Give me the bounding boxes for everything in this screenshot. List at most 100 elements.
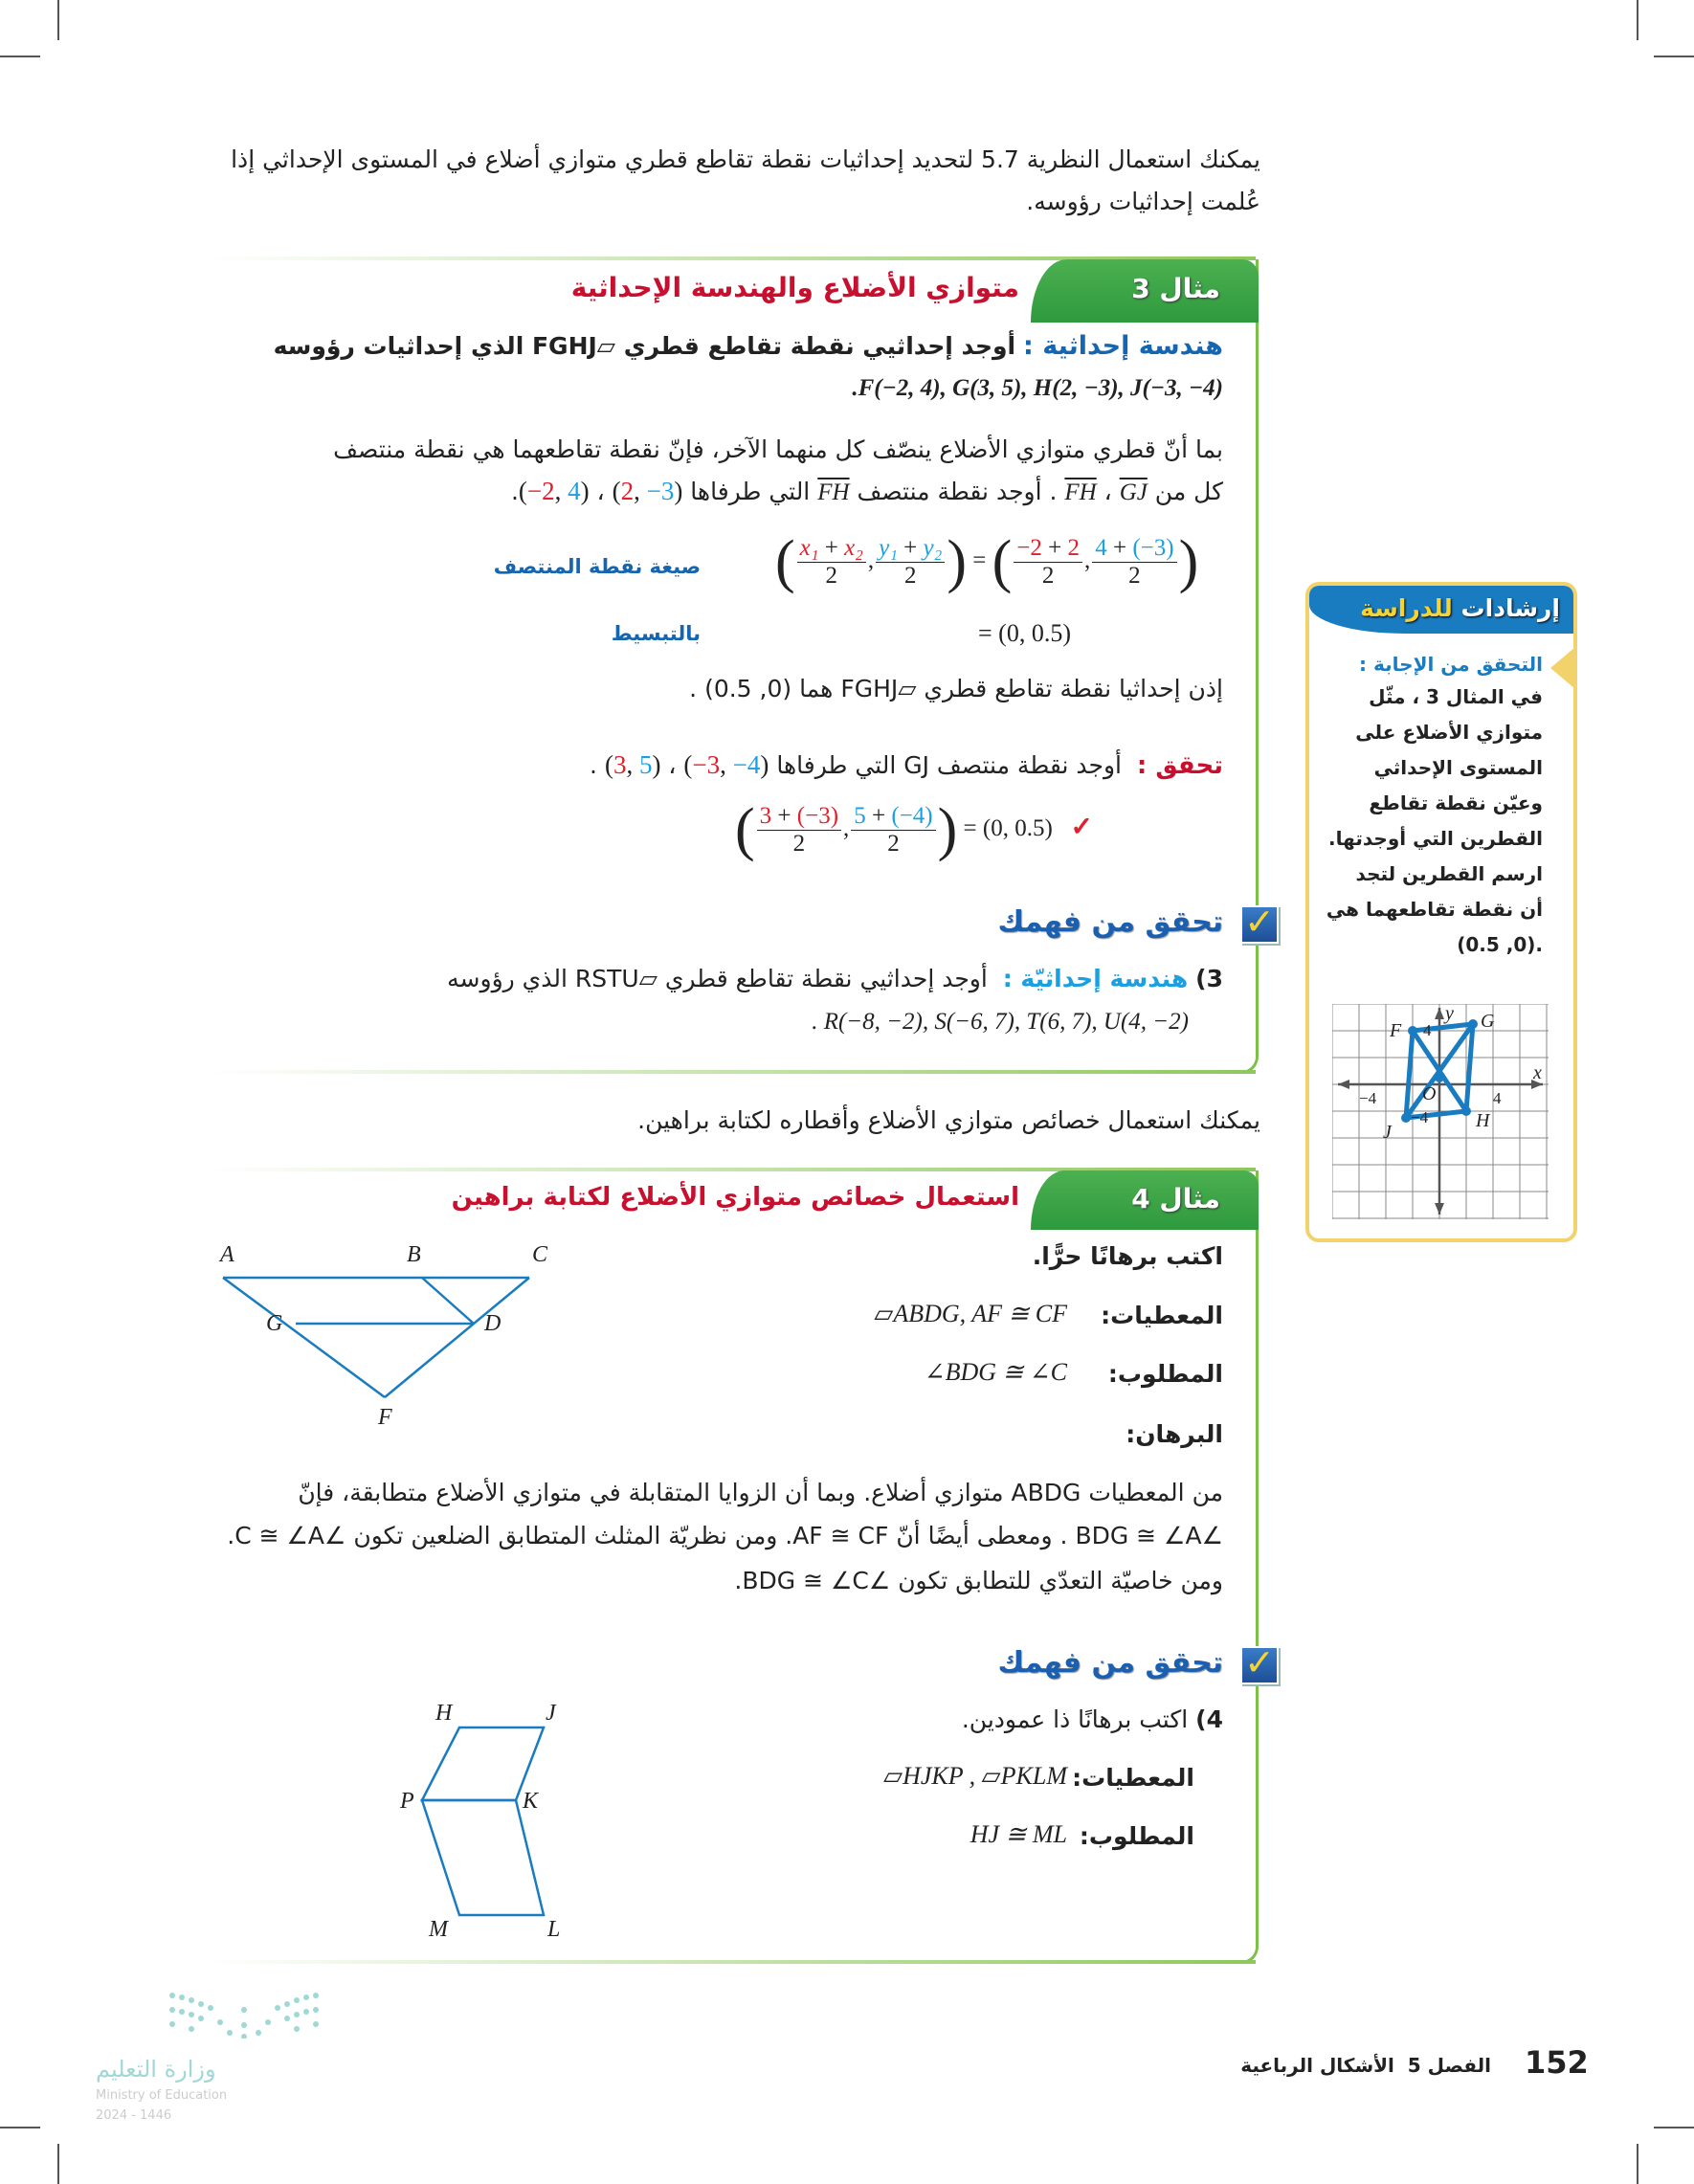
label-a: A	[218, 1242, 234, 1267]
checkbox-icon: ✓	[1240, 1644, 1279, 1684]
chapter-info: الفصل 5 الأشكال الرباعية	[1240, 2054, 1491, 2077]
crop-mark	[0, 56, 40, 57]
segment-fh: FH	[1064, 479, 1097, 505]
crop-mark	[57, 0, 59, 40]
ministry-logo-mark	[169, 1993, 319, 2039]
question-text: اكتب برهانًا ذا عمودين.	[961, 1705, 1189, 1733]
page-number: 152	[1525, 2044, 1589, 2081]
simplify-label: بالتبسيط	[611, 622, 701, 645]
check-formula: (3 + (−3) 2, 5 + (−4) 2) = (0, 0.5) ✓	[735, 797, 1093, 862]
label-m: M	[428, 1917, 450, 1942]
example-3-prompt: أوجد إحداثيي نقطة تقاطع قطري ▱FGHJ الذي …	[273, 332, 1016, 360]
question-label: هندسة إحداثيّة :	[1002, 965, 1189, 992]
sidebar-body: في المثال 3 ، مثّل متوازي الأضلاع على المس…	[1326, 685, 1543, 956]
label-d: D	[483, 1311, 501, 1336]
intro-line-2: عُلمت إحداثيات رؤوسه.	[1026, 188, 1260, 215]
example-3-box	[209, 256, 1259, 1074]
proof-line-2: ∠BDG ≅ ∠A . ومعطى أيضًا أنّ AF ≅ CF. ومن…	[227, 1522, 1223, 1549]
simplify-result: = (0, 0.5)	[978, 619, 1071, 647]
axes	[1338, 1008, 1543, 1215]
label-j: J	[1383, 1122, 1393, 1143]
checkmark-icon: ✓	[1070, 813, 1093, 843]
example-3-tab: مثال 3	[1031, 259, 1259, 323]
given-label: المعطيات:	[1101, 1302, 1223, 1329]
crop-mark	[1654, 2127, 1694, 2128]
para-text: . أوجد نقطة منتصف	[849, 478, 1065, 505]
label-b: B	[407, 1242, 421, 1267]
para-text: كل من	[1147, 478, 1223, 505]
label-g: G	[1481, 1011, 1495, 1032]
ministry-logo: وزارة التعليم Ministry of Education 2024…	[96, 1991, 325, 2134]
ministry-name-ar: وزارة التعليم	[96, 2056, 216, 2083]
example-3-para-1: بما أنّ قطري متوازي الأضلاع ينصّف كل منه…	[333, 435, 1223, 463]
example-4-tab: مثال 4	[1031, 1170, 1259, 1230]
coordinate-graph: F G H J O x y 4 −4 4 −4	[1332, 1004, 1549, 1219]
check-text: أوجد نقطة منتصف GJ التي طرفاها	[776, 751, 1122, 779]
example-3-conclusion: إذن إحداثيا نقطة تقاطع قطري ▱FGHJ هما (0…	[689, 675, 1223, 702]
crop-mark	[1637, 0, 1638, 40]
question-number: 4)	[1195, 1705, 1223, 1733]
formula-label: صيغة نقطة المنتصف	[493, 555, 701, 578]
question-3: 3) هندسة إحداثيّة : أوجد إحداثيي نقطة تق…	[447, 965, 1223, 992]
tick-y-neg4: −4	[1411, 1108, 1429, 1126]
check-line: تحقق : أوجد نقطة منتصف GJ التي طرفاها (−…	[590, 750, 1223, 780]
point-1: (2, −3)	[612, 477, 683, 505]
ministry-name-en: Ministry of Education	[96, 2088, 228, 2103]
tick-y-4: 4	[1423, 1021, 1432, 1039]
example-3-prompt-line: هندسة إحداثية : أوجد إحداثيي نقطة تقاطع …	[274, 331, 1223, 361]
example-4-title: استعمال خصائص متوازي الأضلاع لكتابة براه…	[451, 1183, 1019, 1212]
question-number: 3)	[1195, 965, 1223, 992]
label-p: P	[399, 1789, 414, 1814]
para-text: التي طرفاها	[682, 478, 818, 505]
edition-year: 2024 - 1446	[96, 2108, 172, 2123]
label-h: H	[435, 1701, 454, 1726]
vertices-text: .F(−2, 4), G(3, 5), H(2, −3), J(−3, −4)	[852, 375, 1223, 401]
chapter-title: الأشكال الرباعية	[1240, 2054, 1394, 2077]
tick-x-neg4: −4	[1359, 1089, 1377, 1107]
label-h: H	[1475, 1110, 1491, 1131]
crop-mark	[1637, 2144, 1638, 2184]
label-k: K	[522, 1789, 540, 1814]
example-3-para-2: كل من GJ ، FH . أوجد نقطة منتصف FH التي …	[510, 477, 1223, 505]
check-point-1: (−3, −4)	[683, 750, 769, 779]
question-4: 4) اكتب برهانًا ذا عمودين.	[962, 1705, 1223, 1733]
proof-line-1: من المعطيات ABDG متوازي أضلاع. وبما أن ا…	[298, 1479, 1223, 1506]
question-3-vertices: . R(−8, −2), S(−6, 7), T(6, 7), U(4, −2)	[812, 1009, 1189, 1035]
label-j: J	[546, 1701, 557, 1726]
example-3-vertices: .F(−2, 4), G(3, 5), H(2, −3), J(−3, −4)	[852, 373, 1223, 402]
prove-value: ∠BDG ≅ ∠C	[924, 1358, 1067, 1386]
proof-line-3: ومن خاصيّة التعدّي للتطابق تكون ∠BDG ≅ ∠…	[734, 1567, 1223, 1594]
check-point-2: (3, 5)	[604, 750, 661, 779]
crop-mark	[1654, 56, 1694, 57]
example-3-title: متوازي الأضلاع والهندسة الإحداثية	[570, 272, 1019, 303]
crop-mark	[57, 2144, 59, 2184]
sidebar-title-a: إرشادات	[1460, 594, 1560, 622]
sidebar-heading: التحقق من الإجابة :	[1359, 653, 1543, 676]
study-tips-sidebar: إرشادات للدراسة التحقق من الإجابة : في ا…	[1305, 582, 1577, 1242]
segment-fh: FH	[817, 479, 850, 505]
check-label: تحقق :	[1136, 751, 1223, 780]
chapter-number: الفصل 5	[1407, 2054, 1491, 2077]
prove-label: المطلوب:	[1107, 1360, 1223, 1388]
checkbox-icon: ✓	[1240, 903, 1279, 944]
label-f: F	[377, 1405, 392, 1430]
given-label-2: المعطيات:	[1072, 1764, 1194, 1792]
example-4-box	[209, 1168, 1259, 1964]
prove-label-2: المطلوب:	[1079, 1822, 1194, 1850]
sidebar-header: إرشادات للدراسة	[1309, 586, 1573, 634]
given-value-2: ▱HJKP , ▱PKLM	[883, 1762, 1067, 1790]
sidebar-title-b: للدراسة	[1360, 594, 1453, 622]
label-x: x	[1532, 1062, 1542, 1083]
check-understanding-2-title: تحقق من فهمك	[997, 1646, 1223, 1680]
check-understanding-title: تحقق من فهمك	[997, 905, 1223, 939]
segment-gj: GJ	[1119, 479, 1148, 505]
intro-line-1: يمكنك استعمال النظرية 5.7 لتحديد إحداثيا…	[231, 145, 1260, 173]
question-text: أوجد إحداثيي نقطة تقاطع قطري ▱RSTU الذي …	[447, 965, 988, 992]
label-g: G	[266, 1311, 282, 1336]
label-f: F	[1389, 1020, 1402, 1041]
diagram-hjkp: H J P K M L	[399, 1701, 560, 1942]
point-2: (−2, 4)	[518, 477, 590, 505]
given-value: ▱ABDG, AF ≅ CF	[874, 1300, 1067, 1327]
example-4-instruction: اكتب برهانًا حرًّا.	[1032, 1242, 1223, 1270]
